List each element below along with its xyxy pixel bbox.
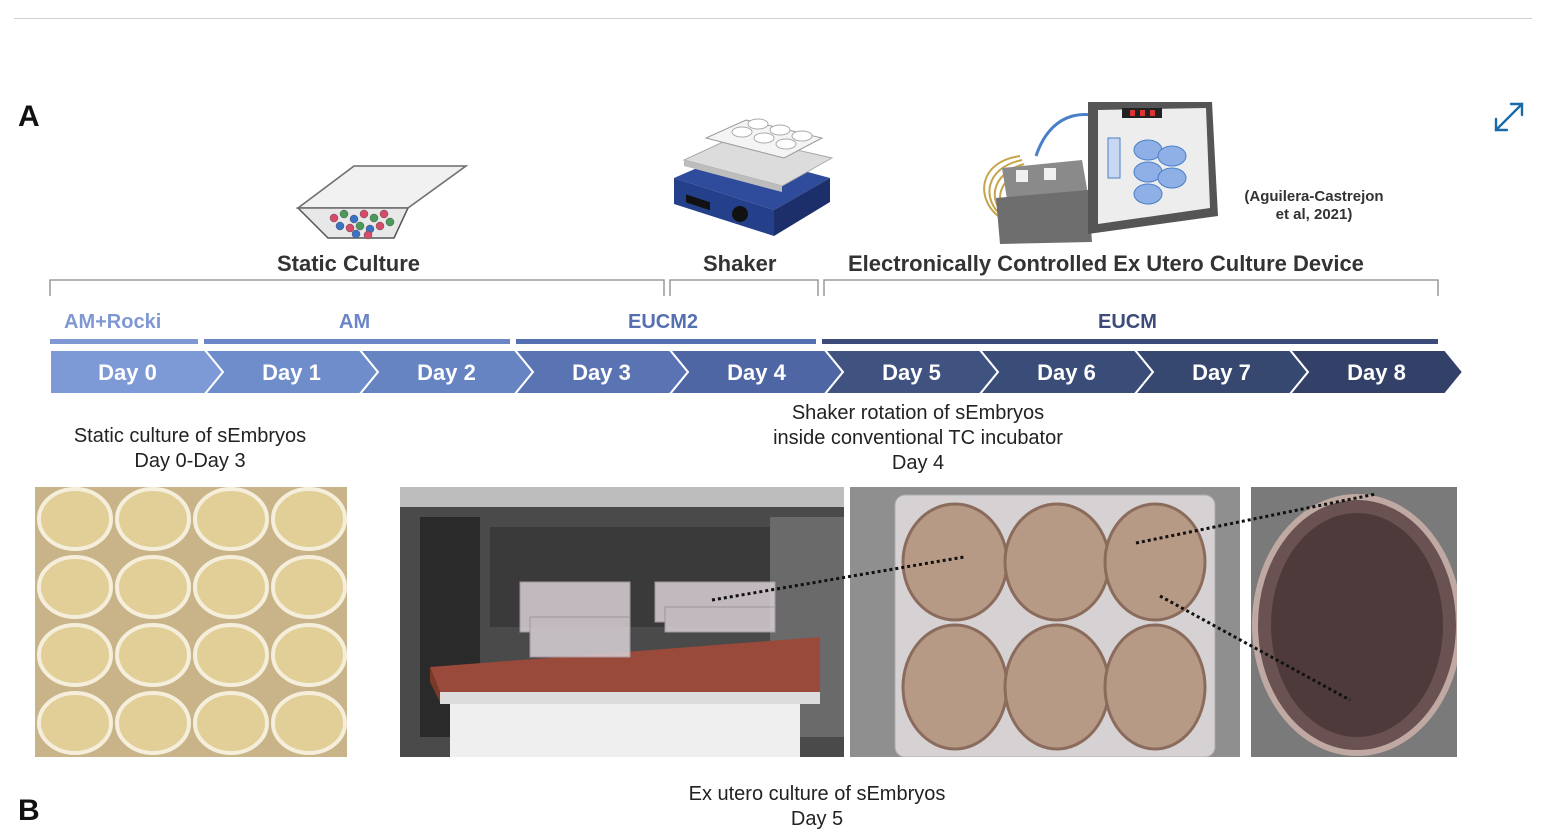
day-timeline: Day 0 Day 1 Day 2 Day 3 Day 4 Day 5 Day 6 Day 7… xyxy=(49,350,1465,395)
shaker-illustration xyxy=(674,118,834,236)
day-label-4: Day 4 xyxy=(727,360,786,385)
caption-exutero: Ex utero culture of sEmbryos Day 5 xyxy=(617,782,1017,832)
top-divider xyxy=(14,18,1532,19)
caption-shaker-line-1: Shaker rotation of sEmbryos xyxy=(791,402,1045,424)
day-label-8: Day 8 xyxy=(1347,360,1406,385)
phase-label-shaker: Shaker xyxy=(703,251,777,276)
photo-incubator-shaker xyxy=(400,487,844,757)
phase-label-static: Static Culture xyxy=(277,251,421,276)
photo-six-well-plate xyxy=(850,487,1240,757)
day-chevron-8 xyxy=(1287,350,1465,395)
phase-brackets xyxy=(49,279,1439,296)
panel-label-b: B xyxy=(18,794,40,827)
day-label-2: Day 2 xyxy=(417,360,476,385)
citation-line-1: (Aguilera-Castrejon xyxy=(1244,188,1384,205)
medium-label-eucm2: EUCM2 xyxy=(628,311,699,333)
day-label-5: Day 5 xyxy=(882,360,941,385)
bracket-shaker xyxy=(669,279,819,296)
medium-bar-eucm xyxy=(822,339,1438,344)
bracket-static xyxy=(49,279,665,296)
day-label-6: Day 6 xyxy=(1037,360,1096,385)
bracket-device xyxy=(823,279,1439,296)
day-label-7: Day 7 xyxy=(1192,360,1251,385)
medium-label-am: AM xyxy=(339,311,371,333)
caption-static: Static culture of sEmbryos Day 0-Day 3 xyxy=(40,424,340,474)
medium-label-eucm: EUCM xyxy=(1098,311,1157,333)
caption-exutero-line-1: Ex utero culture of sEmbryos xyxy=(688,783,946,805)
day-label-0: Day 0 xyxy=(98,360,157,385)
caption-static-line-1: Static culture of sEmbryos xyxy=(73,425,307,447)
caption-shaker: Shaker rotation of sEmbryos inside conve… xyxy=(718,401,1118,476)
medium-bar-am xyxy=(204,339,510,344)
panel-label-a: A xyxy=(18,100,40,133)
citation-line-2: et al, 2021) xyxy=(1275,206,1353,223)
caption-static-line-2: Day 0-Day 3 xyxy=(134,450,246,472)
expand-icon[interactable] xyxy=(1492,100,1526,134)
citation: (Aguilera-Castrejon et al, 2021) xyxy=(1214,188,1414,224)
day-label-3: Day 3 xyxy=(572,360,631,385)
medium-label-am-rocki: AM+Rocki xyxy=(64,311,162,333)
day-label-1: Day 1 xyxy=(262,360,321,385)
medium-bar-am-rocki xyxy=(50,339,198,344)
photo-static-culture-wells xyxy=(35,487,347,757)
phase-label-device: Electronically Controlled Ex Utero Cultu… xyxy=(848,251,1364,276)
caption-shaker-line-2: inside conventional TC incubator xyxy=(773,427,1063,449)
culture-device-illustration xyxy=(983,102,1218,244)
caption-exutero-line-2: Day 5 xyxy=(790,808,844,830)
photo-single-well xyxy=(1251,487,1457,757)
caption-shaker-line-3: Day 4 xyxy=(891,452,945,474)
medium-bar-eucm2 xyxy=(516,339,816,344)
culture-dish-illustration xyxy=(296,165,468,240)
